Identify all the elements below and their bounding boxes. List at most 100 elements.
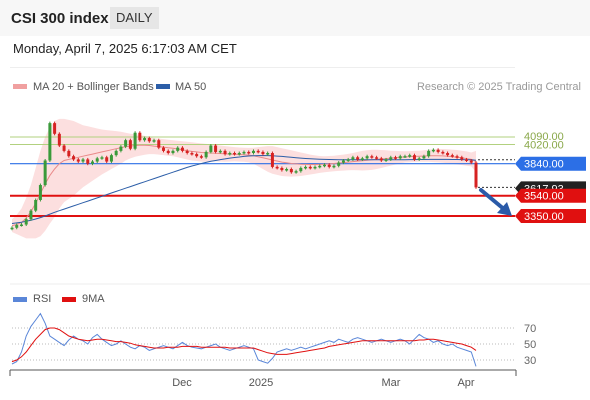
candle-body xyxy=(450,155,454,157)
candle-body xyxy=(266,153,270,155)
candle-body xyxy=(228,153,232,155)
candles-group xyxy=(10,121,478,231)
ma50-line xyxy=(11,154,477,224)
candle-body xyxy=(403,156,407,158)
label-resistance-1: 4090.00 xyxy=(524,131,564,143)
candle-body xyxy=(38,185,42,200)
rsi-line xyxy=(11,312,477,367)
candle-body xyxy=(223,150,227,155)
legend-swatch-ma20 xyxy=(13,84,27,89)
candle-body xyxy=(67,150,71,157)
candle-body xyxy=(308,166,312,169)
x-tick-label: Dec xyxy=(172,377,192,389)
candle-body xyxy=(351,157,355,160)
instrument-title: CSI 300 index xyxy=(11,10,109,27)
timestamp: Monday, April 7, 2025 6:17:03 AM CET xyxy=(13,41,237,56)
candle-body xyxy=(346,159,350,161)
candle-body xyxy=(62,145,66,151)
candle-body xyxy=(233,153,237,155)
candle-body xyxy=(48,123,52,161)
period-selector[interactable]: DAILY xyxy=(110,7,159,29)
candle-body xyxy=(247,151,251,154)
candle-body xyxy=(166,150,170,154)
candle-body xyxy=(195,154,199,157)
candle-body xyxy=(171,150,175,154)
rsi-tick-30: 30 xyxy=(524,355,536,367)
candle-body xyxy=(318,165,322,168)
main-panel-top-rule xyxy=(10,67,515,68)
candle-body xyxy=(57,133,61,146)
candle-body xyxy=(384,159,388,161)
x-tick-label: 2025 xyxy=(249,377,273,389)
candle-body xyxy=(365,156,369,159)
candle-body xyxy=(19,224,23,227)
legend-swatch-rsi-ma xyxy=(62,297,76,302)
candle-body xyxy=(375,157,379,159)
candle-body xyxy=(199,156,203,158)
candle-body xyxy=(341,160,345,163)
candle-body xyxy=(76,159,80,162)
label-pivot: 3840.00 xyxy=(524,159,564,171)
candle-body xyxy=(100,157,104,159)
candle-body xyxy=(53,123,57,134)
candle-body xyxy=(455,156,459,158)
bollinger-band-fill xyxy=(12,118,476,239)
forecast-arrow-icon xyxy=(479,188,512,216)
candle-body xyxy=(427,150,431,157)
candle-body xyxy=(446,153,450,156)
candle-body xyxy=(105,157,109,162)
candle-body xyxy=(408,155,412,157)
moving-averages-group xyxy=(11,144,477,227)
candle-body xyxy=(370,156,374,158)
candle-body xyxy=(422,156,426,159)
legend-swatch-rsi xyxy=(13,297,27,302)
candle-body xyxy=(29,210,33,220)
candle-body xyxy=(289,169,293,173)
rsi-panel-group: 70 50 30 xyxy=(11,312,536,367)
candle-body xyxy=(465,159,469,161)
candle-body xyxy=(114,150,118,156)
label-support-1-box xyxy=(515,188,586,203)
candle-body xyxy=(242,151,246,154)
label-support-2: 3350.00 xyxy=(524,211,564,223)
candle-body xyxy=(360,158,364,160)
candle-body xyxy=(43,160,47,186)
x-tick-label: Apr xyxy=(457,377,474,389)
candle-body xyxy=(176,147,180,151)
credit-text: Research © 2025 Trading Central xyxy=(417,81,581,93)
legend-label-rsi: RSI xyxy=(33,293,51,305)
candle-body xyxy=(285,169,289,171)
ma20-line xyxy=(11,144,477,227)
x-tick-label: Mar xyxy=(382,377,401,389)
candle-body xyxy=(214,145,218,152)
price-labels-group: 4090.004020.003840.003617.933540.003350.… xyxy=(515,131,586,223)
bollinger-band-group xyxy=(12,118,476,239)
candle-body xyxy=(86,159,90,164)
candle-body xyxy=(256,150,260,153)
level-lines-group xyxy=(10,136,515,217)
candle-body xyxy=(356,157,360,160)
candle-body xyxy=(275,166,279,169)
candle-body xyxy=(412,155,416,160)
candle-body xyxy=(147,138,151,142)
candle-body xyxy=(327,164,331,167)
candle-body xyxy=(218,150,222,153)
candle-body xyxy=(237,153,241,155)
candle-body xyxy=(469,160,473,163)
candle-body xyxy=(304,166,308,169)
candle-body xyxy=(209,145,213,152)
rsi-ma-line xyxy=(11,327,477,363)
candle-body xyxy=(15,225,19,228)
candle-body xyxy=(204,151,208,158)
candle-body xyxy=(460,157,464,160)
candle-body xyxy=(251,150,255,154)
candle-body xyxy=(124,140,128,147)
candle-body xyxy=(431,149,435,152)
candle-body xyxy=(81,159,85,162)
legend-label-rsi-ma: 9MA xyxy=(82,293,105,305)
label-support-1: 3540.00 xyxy=(524,191,564,203)
candle-body xyxy=(322,164,326,167)
candle-body xyxy=(313,166,317,169)
